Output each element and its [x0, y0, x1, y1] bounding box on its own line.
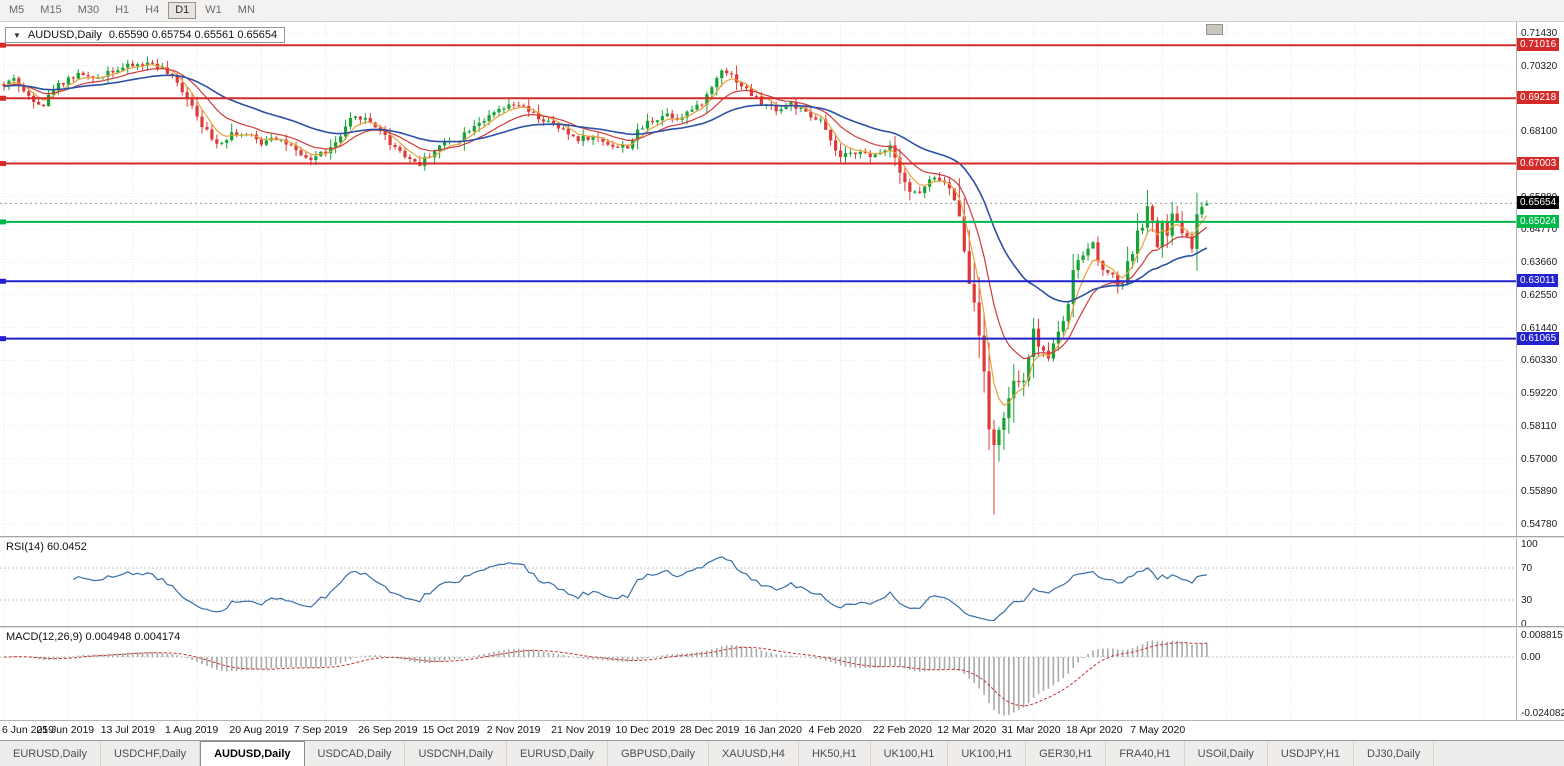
price-axis-label: 0.57000 — [1521, 453, 1558, 465]
date-label: 20 Aug 2019 — [229, 724, 289, 736]
price-axis-label: 0.55890 — [1521, 486, 1558, 498]
macd-axis[interactable]: 0.008815 0.00 -0.024082 — [1516, 628, 1564, 720]
date-label: 2 Nov 2019 — [486, 724, 541, 736]
rsi-axis[interactable]: 100 70 30 0 — [1516, 538, 1564, 626]
price-axis[interactable]: 0.714300.703200.692100.681000.669900.658… — [1516, 22, 1564, 536]
date-label: 21 Nov 2019 — [551, 724, 611, 736]
date-label: 7 May 2020 — [1130, 724, 1186, 736]
price-line-tag: 0.69218 — [1517, 91, 1560, 105]
candlestick-chart[interactable] — [0, 22, 1516, 536]
price-line-tag: 0.61065 — [1517, 331, 1560, 345]
timeframe-button-m5[interactable]: M5 — [9, 4, 25, 16]
price-axis-label: 0.59220 — [1521, 388, 1558, 400]
date-label: 13 Jul 2019 — [100, 724, 155, 736]
date-label: 4 Feb 2020 — [808, 724, 862, 736]
tab-xauusd-h4[interactable]: XAUUSD,H4 — [709, 741, 799, 766]
date-label: 1 Aug 2019 — [165, 724, 219, 736]
date-label: 15 Oct 2019 — [422, 724, 480, 736]
panel-separator-macd[interactable] — [0, 626, 1564, 628]
tab-usdcnh-daily[interactable]: USDCNH,Daily — [405, 741, 508, 766]
price-line-tag: 0.67003 — [1517, 156, 1560, 170]
timeframe-button-m15[interactable]: M15 — [40, 4, 62, 16]
price-axis-label: 0.68100 — [1521, 126, 1558, 138]
price-axis-label: 0.62550 — [1521, 289, 1558, 301]
tab-eurusd-daily[interactable]: EURUSD,Daily — [0, 741, 101, 766]
timeframe-button-d1[interactable]: D1 — [168, 2, 197, 19]
tab-usdjpy-h1[interactable]: USDJPY,H1 — [1268, 741, 1355, 766]
price-axis-label: 0.60330 — [1521, 355, 1558, 367]
price-line-tag: 0.71016 — [1517, 38, 1560, 52]
timeframe-button-h4[interactable]: H4 — [145, 4, 160, 16]
date-label: 7 Sep 2019 — [293, 724, 348, 736]
tab-audusd-daily[interactable]: AUDUSD,Daily — [200, 741, 305, 766]
rsi-axis-label: 0 — [1521, 619, 1527, 626]
tab-usoil-daily[interactable]: USOil,Daily — [1185, 741, 1268, 766]
tab-gbpusd-daily[interactable]: GBPUSD,Daily — [608, 741, 709, 766]
timeframe-button-mn[interactable]: MN — [237, 4, 255, 16]
timeframe-button-w1[interactable]: W1 — [205, 4, 222, 16]
date-label: 18 Apr 2020 — [1065, 724, 1123, 736]
tab-ger30-h1[interactable]: GER30,H1 — [1026, 741, 1107, 766]
main-chart-panel: 0.714300.703200.692100.681000.669900.658… — [0, 22, 1564, 536]
panel-separator-rsi[interactable] — [0, 536, 1564, 538]
date-label: 10 Dec 2019 — [615, 724, 676, 736]
price-line-tag: 0.63011 — [1517, 274, 1559, 288]
date-axis[interactable]: 6 Jun 2019 25 Jun 2019 13 Jul 2019 1 Aug 20… — [0, 720, 1564, 740]
date-label: 26 Sep 2019 — [358, 724, 418, 736]
price-axis-label: 0.70320 — [1521, 60, 1558, 72]
macd-label: MACD(12,26,9) 0.004948 0.004174 — [6, 631, 181, 643]
date-label: 25 Jun 2019 — [36, 724, 95, 736]
price-axis-label: 0.64770 — [1521, 224, 1558, 236]
macd-panel: 0.008815 0.00 -0.024082 MACD(12,26,9) 0.00… — [0, 628, 1564, 720]
price-axis-label: 0.63660 — [1521, 257, 1558, 269]
current-price-tag: 0.65654 — [1517, 196, 1560, 210]
tab-dj30-daily[interactable]: DJ30,Daily — [1354, 741, 1435, 766]
chart-tab-bar: EURUSD,Daily USDCHF,Daily AUDUSD,Daily USDC… — [0, 740, 1564, 766]
timeframe-toolbar: M5 M15 M30 H1 H4 D1 W1 MN — [0, 0, 1564, 22]
date-label: 6 Jun 2019 — [2, 724, 54, 736]
chart-shift-marker[interactable] — [1206, 24, 1223, 35]
date-label: 28 Dec 2019 — [679, 724, 740, 736]
tab-hk50-h1[interactable]: HK50,H1 — [799, 741, 871, 766]
macd-axis-label: -0.024082 — [1521, 708, 1564, 719]
chart-title: ▼ AUDUSD,Daily 0.65590 0.65754 0.65561 0… — [5, 27, 286, 43]
macd-axis-label: 0.008815 — [1521, 630, 1563, 642]
chart-ohlc-values: 0.65590 0.65754 0.65561 0.65654 — [108, 29, 278, 41]
price-axis-label: 0.58110 — [1521, 420, 1557, 432]
tab-usdcad-daily[interactable]: USDCAD,Daily — [305, 741, 406, 766]
date-label: 12 Mar 2020 — [937, 724, 997, 736]
date-label: 31 Mar 2020 — [1001, 724, 1061, 736]
tab-fra40-h1[interactable]: FRA40,H1 — [1106, 741, 1185, 766]
rsi-axis-label: 30 — [1521, 595, 1533, 606]
tab-uk100-h1[interactable]: UK100,H1 — [871, 741, 949, 766]
chart-symbol-label: AUDUSD,Daily — [27, 29, 102, 41]
rsi-label: RSI(14) 60.0452 — [6, 541, 87, 553]
tab-usdchf-daily[interactable]: USDCHF,Daily — [101, 741, 201, 766]
macd-axis-label: 0.00 — [1521, 652, 1541, 663]
price-line-tag: 0.65024 — [1517, 214, 1560, 228]
timeframe-button-m30[interactable]: M30 — [77, 4, 100, 16]
tab-uk100-h1[interactable]: UK100,H1 — [948, 741, 1027, 766]
price-axis-label: 0.71430 — [1521, 28, 1558, 39]
rsi-panel: 100 70 30 0 RSI(14) 60.0452 — [0, 538, 1564, 626]
symbol-dropdown-icon[interactable]: ▼ — [13, 30, 21, 40]
date-label: 22 Feb 2020 — [872, 724, 932, 736]
macd-chart[interactable] — [0, 628, 1516, 720]
rsi-chart[interactable] — [0, 538, 1516, 626]
price-axis-label: 0.61440 — [1521, 322, 1558, 334]
tab-eurusd-daily[interactable]: EURUSD,Daily — [507, 741, 608, 766]
date-label: 16 Jan 2020 — [744, 724, 802, 736]
timeframe-button-h1[interactable]: H1 — [115, 4, 130, 16]
rsi-axis-label: 100 — [1521, 539, 1538, 550]
price-axis-label: 0.54780 — [1521, 519, 1558, 530]
rsi-axis-label: 70 — [1521, 563, 1533, 574]
